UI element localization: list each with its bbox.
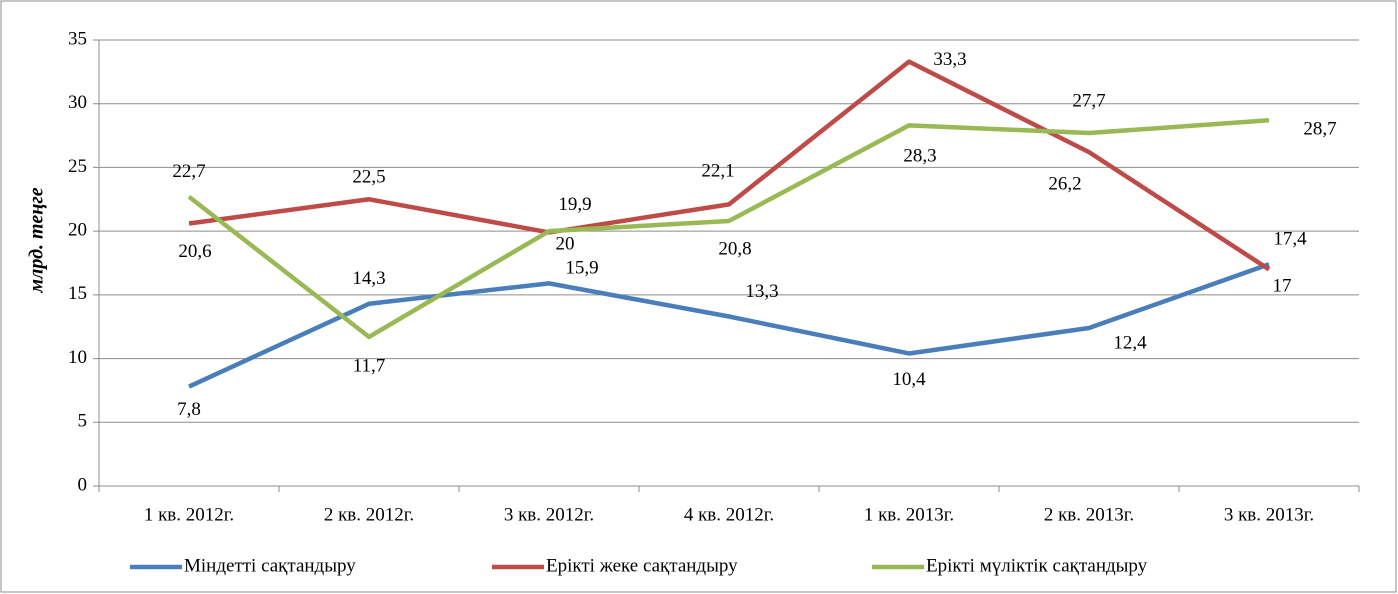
data-label: 33,3: [933, 49, 966, 70]
x-tick-label: 2 кв. 2013г.: [1044, 504, 1134, 525]
x-tick-label: 2 кв. 2012г.: [324, 504, 414, 525]
x-tick-label: 3 кв. 2012г.: [504, 504, 594, 525]
y-tick-label: 15: [68, 283, 87, 304]
y-tick-label: 10: [68, 347, 87, 368]
data-label: 7,8: [177, 399, 201, 420]
data-label: 17: [1273, 276, 1292, 297]
data-label: 22,1: [701, 161, 734, 182]
y-tick-label: 30: [68, 92, 87, 113]
data-label: 20: [556, 234, 575, 255]
legend-label: Ерікті мүліктік сақтандыру: [926, 555, 1148, 576]
legend-label: Ерікті жеке сақтандыру: [546, 555, 738, 576]
y-tick-label: 35: [68, 28, 87, 49]
y-axis-label: млрд. теңге: [26, 187, 48, 293]
data-label: 20,8: [718, 238, 751, 259]
y-tick-label: 5: [78, 411, 88, 432]
y-tick-label: 20: [68, 220, 87, 241]
data-label: 12,4: [1113, 332, 1147, 353]
x-tick-label: 3 кв. 2013г.: [1224, 504, 1314, 525]
data-label: 19,9: [558, 194, 591, 215]
line-series: [188, 262, 1270, 389]
data-label: 20,6: [178, 241, 211, 262]
data-label: 28,3: [903, 146, 936, 167]
x-tick-label: 4 кв. 2012г.: [684, 504, 774, 525]
legend-label: Міндетті сақтандыру: [184, 555, 356, 576]
x-tick-label: 1 кв. 2012г.: [144, 504, 234, 525]
data-label: 17,4: [1273, 229, 1307, 250]
data-label: 10,4: [892, 369, 926, 390]
data-label: 15,9: [565, 258, 598, 279]
line-series: [187, 118, 1270, 340]
x-tick-label: 1 кв. 2013г.: [864, 504, 954, 525]
data-label: 11,7: [353, 355, 386, 376]
data-label: 22,7: [172, 161, 205, 182]
data-label: 22,5: [352, 167, 385, 188]
y-tick-label: 25: [68, 156, 87, 177]
data-label: 13,3: [745, 281, 778, 302]
y-tick-label: 0: [78, 474, 88, 495]
data-label: 14,3: [352, 268, 385, 289]
data-label: 27,7: [1072, 90, 1105, 111]
data-label: 28,7: [1303, 119, 1336, 140]
data-label: 26,2: [1048, 173, 1081, 194]
line-series: [188, 59, 1271, 272]
